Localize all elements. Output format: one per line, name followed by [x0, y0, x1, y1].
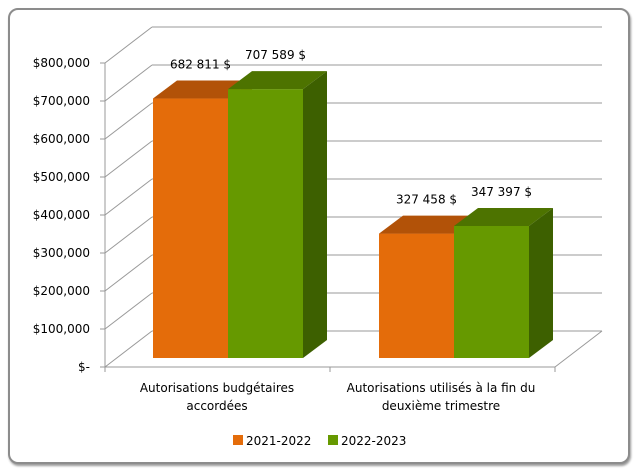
- legend-swatch: [233, 435, 243, 445]
- gridline-depth: [104, 216, 153, 254]
- legend-label: 2021-2022: [246, 434, 311, 448]
- y-tick-label: $400,000: [33, 208, 90, 222]
- bar-top: [153, 80, 252, 99]
- gridline-depth: [104, 140, 153, 178]
- category-label: Autorisations budgétaires: [140, 381, 294, 395]
- bar-front: [379, 233, 454, 358]
- bar-top: [228, 71, 327, 90]
- bar-front: [454, 225, 529, 358]
- bar-front: [153, 98, 228, 358]
- bar-side: [529, 207, 553, 358]
- bar-front: [228, 89, 303, 358]
- floor-edge: [554, 330, 603, 368]
- y-tick-label: $600,000: [33, 132, 90, 146]
- y-tick-label: $500,000: [33, 170, 90, 184]
- category-label: accordées: [186, 399, 247, 413]
- gridline-depth: [104, 292, 153, 330]
- y-tick-label: $800,000: [33, 56, 90, 70]
- gridline-depth: [104, 178, 153, 216]
- legend-swatch: [328, 435, 338, 445]
- data-label: 347 397 $: [471, 185, 532, 199]
- gridline-depth: [104, 254, 153, 292]
- y-tick-label: $300,000: [33, 246, 90, 260]
- bar-top: [454, 207, 553, 226]
- gridline-depth: [104, 64, 153, 102]
- legend-label: 2022-2023: [341, 434, 406, 448]
- y-tick-label: $100,000: [33, 322, 90, 336]
- category-label: deuxième trimestre: [382, 399, 500, 413]
- bar-top: [379, 215, 478, 234]
- gridline-depth: [104, 330, 153, 368]
- bar-side: [303, 71, 327, 358]
- category-label: Autorisations utilisés à la fin du: [347, 381, 536, 395]
- data-label: 682 811 $: [170, 58, 231, 72]
- y-tick-label: $700,000: [33, 94, 90, 108]
- y-tick-label: $200,000: [33, 284, 90, 298]
- gridline-depth: [104, 26, 153, 64]
- gridline-depth: [104, 102, 153, 140]
- data-label: 707 589 $: [245, 48, 306, 62]
- data-label: 327 458 $: [396, 193, 457, 207]
- y-tick-label: $-: [78, 360, 90, 374]
